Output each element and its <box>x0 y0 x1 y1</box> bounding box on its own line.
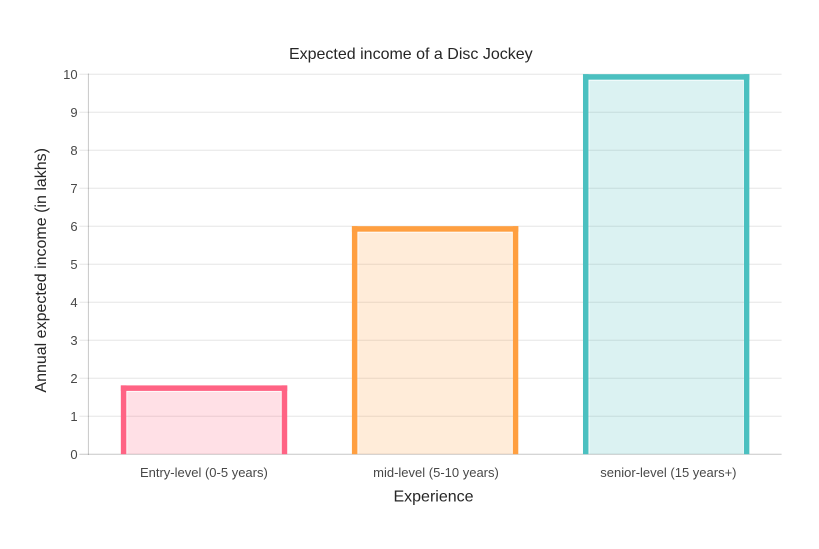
svg-text:2: 2 <box>70 371 77 386</box>
svg-text:0: 0 <box>70 447 77 462</box>
svg-text:10: 10 <box>63 67 77 82</box>
svg-text:Experience: Experience <box>393 489 473 506</box>
svg-text:9: 9 <box>70 105 77 120</box>
svg-text:8: 8 <box>70 143 77 158</box>
svg-text:4: 4 <box>70 295 77 310</box>
svg-text:senior-level (15 years+): senior-level (15 years+) <box>600 465 736 480</box>
svg-text:Annual expected income (in lak: Annual expected income (in lakhs) <box>33 148 50 393</box>
svg-text:3: 3 <box>70 333 77 348</box>
svg-text:6: 6 <box>70 219 77 234</box>
svg-text:5: 5 <box>70 257 77 272</box>
svg-text:Entry-level (0-5 years): Entry-level (0-5 years) <box>140 465 268 480</box>
svg-text:7: 7 <box>70 181 77 196</box>
svg-text:mid-level (5-10 years): mid-level (5-10 years) <box>373 465 499 480</box>
svg-text:1: 1 <box>70 409 77 424</box>
svg-text:Expected income of a Disc Jock: Expected income of a Disc Jockey <box>289 46 533 63</box>
